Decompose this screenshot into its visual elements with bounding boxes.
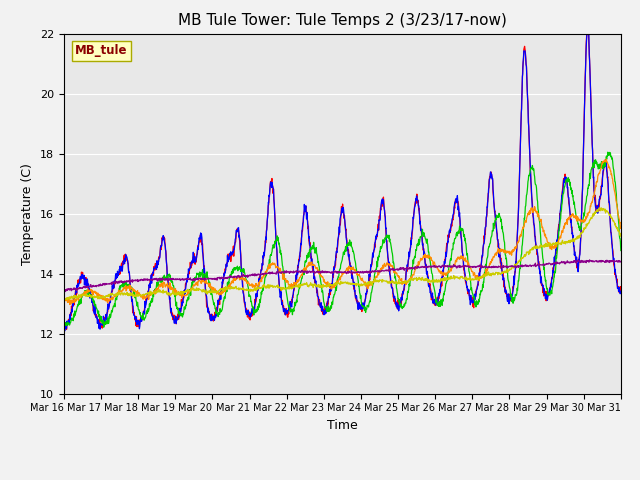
Tul2_Ts-4: [126, 285, 134, 290]
Tul2_Tw+2: [308, 262, 316, 267]
Tul2_Ts-8: [617, 224, 625, 229]
Tul2_Ts-8: [60, 295, 68, 300]
Tul2_Ts-8: [297, 274, 305, 279]
Tul2_Ts-32: [378, 268, 385, 274]
Tul2_Ts-32: [104, 281, 111, 287]
Tul2_Ts-4: [318, 289, 326, 295]
Tul2_Ts-2: [60, 324, 68, 330]
Tul2_Ts-32: [617, 259, 625, 264]
Line: Tul2_Tw+2: Tul2_Tw+2: [64, 24, 621, 329]
Line: Tul2_Ts-32: Tul2_Ts-32: [64, 260, 621, 291]
Tul2_Ts-2: [318, 307, 326, 312]
Tul2_Ts-8: [104, 300, 111, 305]
Tul2_Ts-16: [318, 285, 326, 291]
Tul2_Ts-16: [126, 292, 134, 298]
Tul2_Ts-32: [318, 268, 326, 274]
Tul2_Ts-8: [602, 156, 610, 162]
Tul2_Ts-16: [617, 233, 625, 239]
Line: Tul2_Ts-2: Tul2_Ts-2: [64, 32, 621, 331]
Tul2_Ts-4: [104, 316, 111, 322]
Tul2_Tw+2: [318, 309, 326, 314]
Tul2_Ts-16: [61, 297, 68, 303]
Tul2_Tw+2: [297, 249, 305, 254]
Tul2_Ts-16: [60, 297, 68, 303]
Tul2_Tw+2: [584, 21, 591, 26]
Tul2_Ts-2: [617, 288, 625, 294]
Tul2_Ts-2: [297, 242, 305, 248]
Tul2_Ts-2: [584, 29, 592, 35]
Tul2_Ts-16: [378, 277, 385, 283]
Tul2_Tw+2: [63, 326, 70, 332]
Tul2_Ts-32: [126, 279, 134, 285]
Line: Tul2_Ts-4: Tul2_Ts-4: [64, 152, 621, 327]
Tul2_Ts-4: [308, 244, 316, 250]
Tul2_Ts-16: [297, 282, 305, 288]
Tul2_Ts-4: [297, 280, 305, 286]
Tul2_Ts-2: [308, 261, 316, 267]
Legend: Tul2_Tw+2, Tul2_Ts-2, Tul2_Ts-4, Tul2_Ts-8, Tul2_Ts-16, Tul2_Ts-32: Tul2_Tw+2, Tul2_Ts-2, Tul2_Ts-4, Tul2_Ts…: [80, 477, 605, 480]
Tul2_Ts-8: [308, 262, 316, 267]
Tul2_Ts-2: [61, 328, 68, 334]
Tul2_Ts-2: [378, 201, 385, 206]
Tul2_Ts-32: [586, 257, 593, 263]
Tul2_Tw+2: [126, 284, 134, 290]
Tul2_Ts-8: [126, 282, 134, 288]
Tul2_Tw+2: [104, 310, 111, 315]
Tul2_Tw+2: [617, 289, 625, 295]
X-axis label: Time: Time: [327, 419, 358, 432]
Tul2_Ts-8: [66, 302, 74, 308]
Tul2_Ts-32: [308, 269, 316, 275]
Tul2_Ts-2: [104, 307, 111, 312]
Tul2_Ts-4: [378, 244, 385, 250]
Y-axis label: Temperature (C): Temperature (C): [22, 163, 35, 264]
Tul2_Ts-16: [595, 205, 603, 211]
Line: Tul2_Ts-16: Tul2_Ts-16: [64, 208, 621, 300]
Tul2_Ts-16: [308, 281, 316, 287]
Tul2_Ts-2: [126, 282, 134, 288]
Line: Tul2_Ts-8: Tul2_Ts-8: [64, 159, 621, 305]
Tul2_Ts-32: [60, 288, 68, 293]
Tul2_Ts-8: [378, 268, 385, 274]
Tul2_Tw+2: [60, 321, 68, 326]
Tul2_Ts-8: [318, 274, 326, 279]
Tul2_Ts-32: [297, 268, 305, 274]
Tul2_Ts-4: [60, 316, 68, 322]
Tul2_Ts-4: [100, 324, 108, 330]
Title: MB Tule Tower: Tule Temps 2 (3/23/17-now): MB Tule Tower: Tule Temps 2 (3/23/17-now…: [178, 13, 507, 28]
Tul2_Ts-4: [617, 248, 625, 253]
Tul2_Ts-4: [604, 149, 612, 155]
Tul2_Tw+2: [378, 202, 385, 208]
Text: MB_tule: MB_tule: [75, 44, 127, 58]
Tul2_Ts-16: [104, 294, 111, 300]
Tul2_Ts-32: [61, 288, 69, 294]
